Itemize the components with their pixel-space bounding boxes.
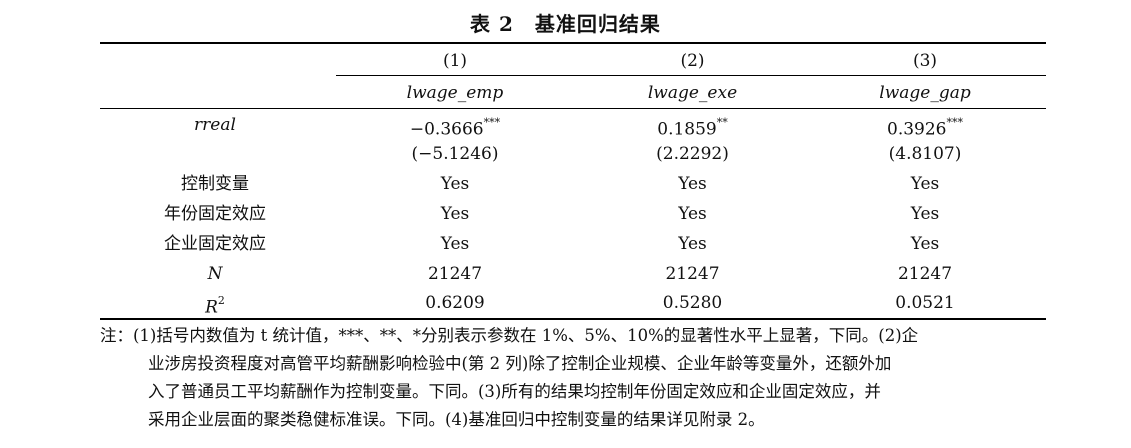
table-cell: Yes xyxy=(440,234,470,254)
top-rule xyxy=(100,42,1046,44)
note-line: 注：(1)括号内数值为 t 统计值，***、**、*分别表示参数在 1%、5%、… xyxy=(100,326,919,345)
table-cell: 0.0521 xyxy=(895,293,955,313)
row-label-year-fe: 年份固定效应 xyxy=(164,204,266,224)
table-cell: Yes xyxy=(910,234,940,254)
col-depvar-3: lwage_gap xyxy=(879,83,971,103)
table-cell: Yes xyxy=(678,174,707,194)
row-label-n: N xyxy=(207,264,223,284)
table-cell: 0.6209 xyxy=(425,293,485,313)
tstat-cell: (4.8107) xyxy=(888,144,962,164)
note-line: 采用企业层面的聚类稳健标准误。下同。(4)基准回归中控制变量的结果详见附录 2。 xyxy=(148,410,765,429)
tstat-cell: (−5.1246) xyxy=(411,144,499,164)
table-title: 表 2 基准回归结果 xyxy=(470,12,661,36)
row-label-firm-fe: 企业固定效应 xyxy=(164,234,266,254)
table-cell: Yes xyxy=(910,174,940,194)
col-index-3: (3) xyxy=(912,51,938,71)
coef-cell: −0.3666*** xyxy=(409,116,501,140)
table-cell: Yes xyxy=(440,174,470,194)
note-line: 入了普通员工平均薪酬作为控制变量。下同。(3)所有的结果均控制年份固定效应和企业… xyxy=(148,382,881,401)
table-cell: Yes xyxy=(678,204,707,224)
table-cell: 21247 xyxy=(897,264,953,284)
bottom-rule xyxy=(100,318,1046,320)
note-line: 业涉房投资程度对高管平均薪酬影响检验中(第 2 列)除了控制企业规模、企业年龄等… xyxy=(148,354,892,373)
table-cell: 21247 xyxy=(427,264,483,284)
coef-cell: 0.3926*** xyxy=(887,116,963,140)
table-note: 注：(1)括号内数值为 t 统计值，***、**、*分别表示参数在 1%、5%、… xyxy=(100,322,1050,434)
mid-rule xyxy=(100,108,1046,109)
col-depvar-1: lwage_emp xyxy=(406,83,504,103)
table-cell: 21247 xyxy=(665,264,720,284)
col-index-2: (2) xyxy=(680,51,705,71)
row-label-r2: R2 xyxy=(205,294,225,318)
coef-cell: 0.1859** xyxy=(657,116,728,140)
header-rule xyxy=(336,75,1046,76)
table-cell: Yes xyxy=(440,204,470,224)
table-cell: 0.5280 xyxy=(662,293,723,313)
row-label-rreal: rreal xyxy=(194,115,236,135)
row-label-controls: 控制变量 xyxy=(181,174,249,194)
table-cell: Yes xyxy=(910,204,940,224)
tstat-cell: (2.2292) xyxy=(656,144,729,164)
col-index-1: (1) xyxy=(442,51,468,71)
col-depvar-2: lwage_exe xyxy=(647,83,738,103)
table-cell: Yes xyxy=(678,234,707,254)
